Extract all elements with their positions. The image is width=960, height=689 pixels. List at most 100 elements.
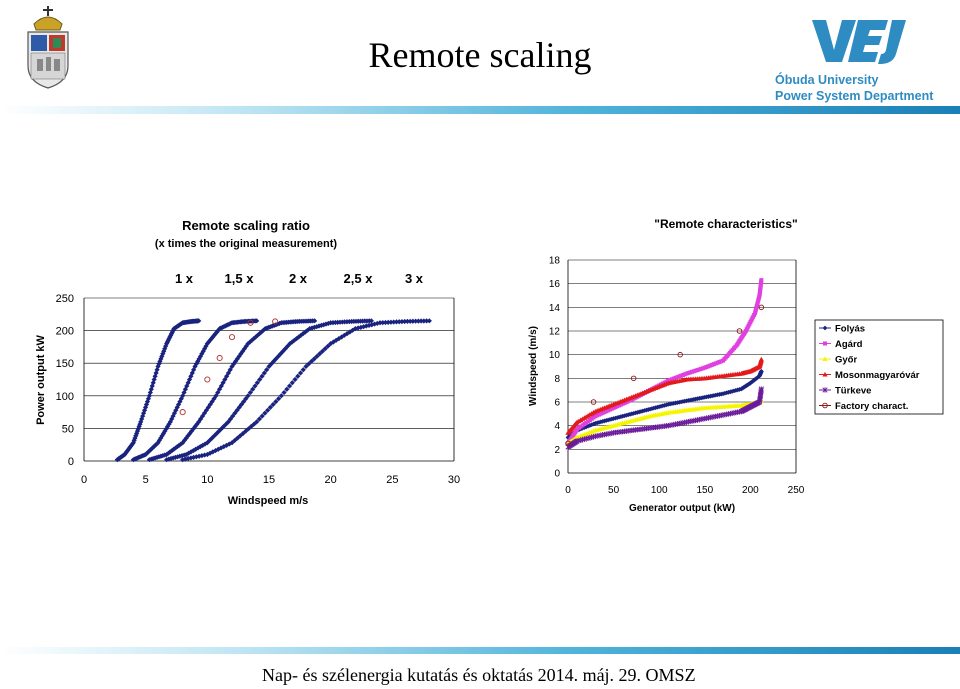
series-t-rkeve bbox=[565, 386, 764, 450]
x-tick-label: 25 bbox=[386, 474, 398, 486]
y-tick-label: 100 bbox=[56, 391, 74, 403]
data-point bbox=[677, 351, 683, 358]
data-point bbox=[391, 319, 397, 325]
y-tick-label: 16 bbox=[549, 279, 561, 290]
legend-label: Győr bbox=[835, 355, 857, 366]
data-point bbox=[138, 419, 144, 425]
data-point bbox=[199, 351, 205, 357]
y-tick-label: 50 bbox=[62, 423, 74, 435]
data-point bbox=[363, 323, 369, 329]
data-point bbox=[181, 452, 187, 458]
data-point bbox=[221, 444, 227, 450]
data-point bbox=[399, 319, 405, 325]
data-point bbox=[368, 318, 374, 324]
data-point bbox=[169, 416, 175, 422]
legend-label: Folyás bbox=[835, 324, 865, 335]
data-point bbox=[197, 444, 203, 450]
legend-label: Agárd bbox=[835, 339, 863, 350]
legend-label: Factory charact. bbox=[835, 401, 908, 412]
data-point bbox=[131, 437, 137, 444]
y-tick-label: 200 bbox=[56, 326, 74, 338]
data-point bbox=[146, 393, 152, 399]
university-crest-icon bbox=[27, 6, 69, 89]
data-point bbox=[589, 422, 595, 428]
y-tick-label: 6 bbox=[554, 398, 560, 409]
data-point bbox=[291, 337, 297, 343]
data-point bbox=[174, 404, 180, 410]
data-point bbox=[410, 318, 416, 324]
data-point bbox=[259, 373, 265, 379]
y-tick-label: 18 bbox=[549, 256, 561, 267]
data-point bbox=[251, 421, 257, 427]
data-point bbox=[266, 363, 272, 370]
data-point bbox=[238, 351, 244, 357]
x-tick-label: 0 bbox=[565, 485, 571, 496]
legend-marker bbox=[822, 371, 828, 377]
data-point bbox=[423, 318, 430, 324]
x-tick-label: 200 bbox=[742, 485, 759, 496]
data-point bbox=[316, 323, 322, 329]
data-point bbox=[145, 449, 152, 455]
data-point bbox=[204, 341, 210, 347]
data-point bbox=[325, 343, 331, 349]
data-point bbox=[181, 437, 188, 444]
data-point bbox=[418, 318, 424, 324]
data-point bbox=[759, 278, 764, 283]
data-point bbox=[245, 393, 251, 399]
x-tick-label: 150 bbox=[696, 485, 713, 496]
data-point bbox=[216, 428, 222, 434]
data-point bbox=[134, 428, 141, 434]
data-point bbox=[758, 368, 764, 374]
data-point bbox=[150, 380, 156, 386]
data-point bbox=[297, 370, 304, 376]
remote-characteristics-chart: "Remote characteristics" 0 2 4 6 8 10 12 14 16 18… bbox=[512, 208, 946, 526]
x-tick-label: 5 bbox=[143, 474, 149, 486]
legend-marker bbox=[822, 356, 828, 361]
y-tick-label: 0 bbox=[554, 469, 560, 480]
data-point bbox=[145, 396, 152, 402]
data-point bbox=[736, 328, 743, 334]
data-point bbox=[300, 331, 306, 337]
legend-marker bbox=[823, 341, 827, 346]
data-point bbox=[758, 356, 764, 362]
data-point bbox=[227, 416, 234, 422]
chart-title: Remote scaling ratio bbox=[182, 218, 310, 233]
data-point bbox=[630, 375, 637, 382]
legend-marker bbox=[822, 325, 828, 331]
series-mosonmagyar-v-r bbox=[565, 356, 764, 435]
remote-scaling-chart: Remote scaling ratio (x times the origin… bbox=[28, 208, 468, 508]
data-point bbox=[321, 322, 327, 328]
data-point bbox=[306, 361, 312, 367]
ratio-label: 3 x bbox=[405, 271, 424, 286]
y-tick-label: 12 bbox=[549, 327, 561, 338]
chart-xlabel: Windspeed m/s bbox=[228, 495, 309, 507]
data-point bbox=[220, 380, 226, 386]
data-point bbox=[207, 437, 213, 444]
legend-item: Győr bbox=[819, 355, 857, 366]
legend-box bbox=[814, 319, 944, 415]
data-point bbox=[201, 346, 208, 352]
y-tick-label: 250 bbox=[56, 293, 74, 305]
data-point bbox=[207, 401, 213, 408]
data-point bbox=[265, 407, 271, 413]
data-point bbox=[148, 386, 154, 392]
data-point bbox=[296, 334, 302, 340]
chart-xlabel: Generator output (kW) bbox=[629, 503, 735, 514]
chart-subtitle: (x times the original measurement) bbox=[155, 238, 337, 250]
logo-text-university: Óbuda University bbox=[775, 73, 879, 87]
data-point bbox=[162, 428, 168, 434]
data-point bbox=[142, 404, 149, 410]
y-tick-label: 4 bbox=[554, 421, 560, 432]
legend-item: Factory charact. bbox=[819, 401, 908, 412]
page-title: Remote scaling bbox=[368, 35, 592, 75]
data-point bbox=[289, 380, 295, 386]
factory-point bbox=[179, 409, 186, 416]
series-foly-s bbox=[565, 368, 764, 440]
ratio-label: 2 x bbox=[289, 271, 308, 286]
ratio-label: 2,5 x bbox=[344, 271, 374, 286]
data-point bbox=[309, 325, 315, 331]
data-point bbox=[156, 437, 162, 444]
data-point bbox=[170, 455, 176, 461]
data-point bbox=[175, 401, 182, 408]
y-tick-label: 2 bbox=[554, 445, 560, 456]
